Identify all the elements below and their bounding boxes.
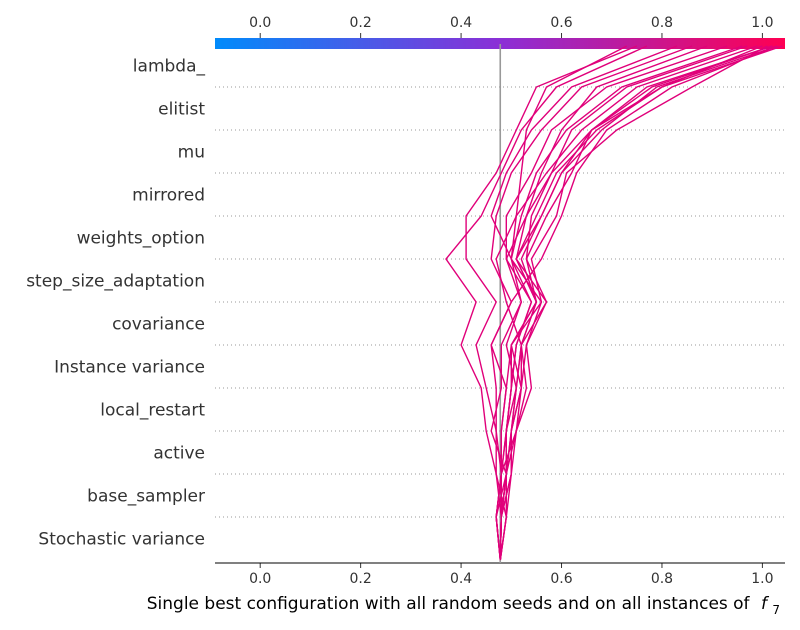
feature-labels: lambda_elitist mu mirrored weights_optionst… bbox=[26, 57, 205, 550]
bottom-tick-label: 0.2 bbox=[350, 571, 372, 587]
bottom-tick-label: 0.6 bbox=[550, 571, 572, 587]
top-tick-label: 0.4 bbox=[450, 15, 472, 31]
feature-label: local_restart bbox=[100, 401, 205, 421]
top-tick-label: 0.2 bbox=[350, 15, 372, 31]
bottom-tick-label: 1.0 bbox=[751, 571, 773, 587]
bottom-tick-label: 0.0 bbox=[249, 571, 271, 587]
decision-line bbox=[490, 45, 778, 561]
decision-line bbox=[490, 45, 678, 561]
feature-label: Instance variance bbox=[54, 358, 205, 378]
decision-line bbox=[499, 45, 728, 561]
x-axis-label-symbol: f bbox=[761, 594, 770, 614]
top-axis-ticks: 0.0 0.2 0.4 0.6 0.8 1.0 bbox=[249, 15, 774, 38]
bottom-tick-label: 0.4 bbox=[450, 571, 472, 587]
feature-label: mirrored bbox=[132, 186, 205, 206]
decision-line bbox=[495, 45, 628, 561]
decision-line bbox=[445, 45, 648, 561]
x-axis-label-subscript: 7 bbox=[772, 603, 780, 617]
colorbar bbox=[215, 38, 785, 49]
feature-label: lambda_ bbox=[133, 57, 206, 77]
feature-label: mu bbox=[178, 143, 205, 163]
feature-label: step_size_adaptation bbox=[26, 272, 205, 292]
feature-label: base_sampler bbox=[87, 487, 205, 507]
decision-line bbox=[499, 45, 763, 561]
x-axis-label: Single best configuration with all rando… bbox=[147, 594, 780, 617]
decision-line bbox=[499, 45, 783, 561]
top-tick-label: 0.0 bbox=[249, 15, 271, 31]
top-tick-label: 0.8 bbox=[651, 15, 673, 31]
decision-line bbox=[499, 45, 778, 561]
bottom-axis-ticks: 0.0 0.2 0.4 0.6 0.8 1.0 bbox=[249, 563, 774, 587]
decision-line bbox=[495, 45, 768, 561]
decision-line bbox=[495, 45, 743, 561]
top-tick-label: 1.0 bbox=[751, 15, 773, 31]
x-axis-label-text: Single best configuration with all rando… bbox=[147, 594, 751, 614]
feature-label: covariance bbox=[112, 315, 205, 335]
bottom-tick-label: 0.8 bbox=[651, 571, 673, 587]
feature-label: weights_option bbox=[77, 229, 205, 249]
decision-lines bbox=[445, 45, 783, 561]
feature-label: Stochastic variance bbox=[38, 530, 205, 550]
top-tick-label: 0.6 bbox=[550, 15, 572, 31]
feature-label: elitist bbox=[158, 100, 205, 120]
feature-label: active bbox=[153, 444, 205, 464]
decision-line bbox=[465, 45, 638, 561]
